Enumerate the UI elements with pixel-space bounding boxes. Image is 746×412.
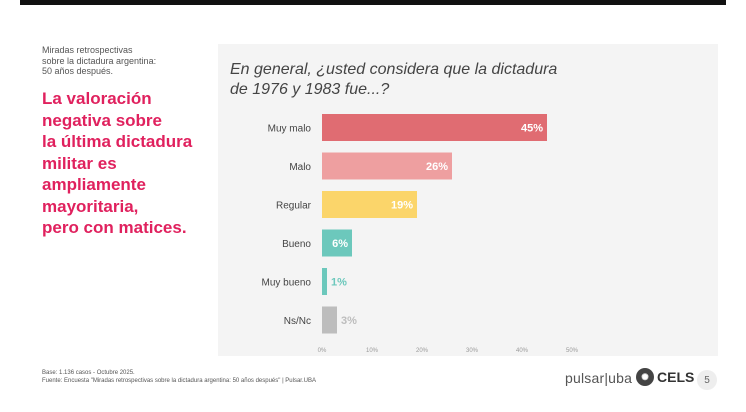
x-tick-label: 0% bbox=[318, 348, 327, 354]
data-label: 45% bbox=[521, 123, 543, 135]
x-tick-label: 10% bbox=[366, 348, 379, 354]
slide-subtitle: Miradas retrospectivas sobre la dictadur… bbox=[42, 45, 157, 76]
category-label: Ns/Nc bbox=[284, 316, 311, 327]
x-tick-label: 30% bbox=[466, 348, 479, 354]
chart-title: En general, ¿usted considera que la dict… bbox=[230, 61, 558, 98]
cels-circle-icon: ✺ bbox=[636, 368, 654, 386]
category-label: Malo bbox=[289, 162, 311, 173]
x-tick-label: 20% bbox=[416, 348, 429, 354]
footer-source: Fuente: Encuesta "Miradas retrospectivas… bbox=[42, 377, 316, 384]
footer-base: Base: 1.136 casos - Octubre 2025. bbox=[42, 370, 135, 376]
category-label: Regular bbox=[276, 201, 312, 212]
x-tick-label: 40% bbox=[516, 348, 529, 354]
cels-logo: ✺ CELS bbox=[636, 368, 694, 386]
bar bbox=[322, 114, 547, 141]
x-tick-label: 50% bbox=[566, 348, 579, 354]
slide-headline: La valoración negativa sobre la última d… bbox=[42, 89, 193, 237]
data-label: 3% bbox=[341, 315, 357, 327]
page-number: 5 bbox=[697, 370, 717, 390]
bar bbox=[322, 191, 417, 218]
pulsar-uba-logo: pulsar|uba bbox=[565, 370, 633, 386]
category-label: Bueno bbox=[282, 239, 311, 250]
footer-notes: Base: 1.136 casos - Octubre 2025. Fuente… bbox=[42, 370, 316, 385]
bar bbox=[322, 229, 352, 257]
category-label: Muy malo bbox=[268, 124, 312, 135]
data-label: 26% bbox=[426, 161, 448, 173]
bar bbox=[322, 268, 327, 295]
category-label: Muy bueno bbox=[262, 278, 312, 289]
bar bbox=[322, 306, 337, 334]
data-label: 1% bbox=[331, 277, 347, 289]
data-label: 6% bbox=[332, 238, 348, 250]
chart-panel bbox=[218, 44, 718, 356]
data-label: 19% bbox=[391, 200, 413, 212]
top-rule bbox=[20, 0, 726, 5]
cels-logo-text: CELS bbox=[657, 369, 695, 385]
bar bbox=[322, 152, 452, 180]
